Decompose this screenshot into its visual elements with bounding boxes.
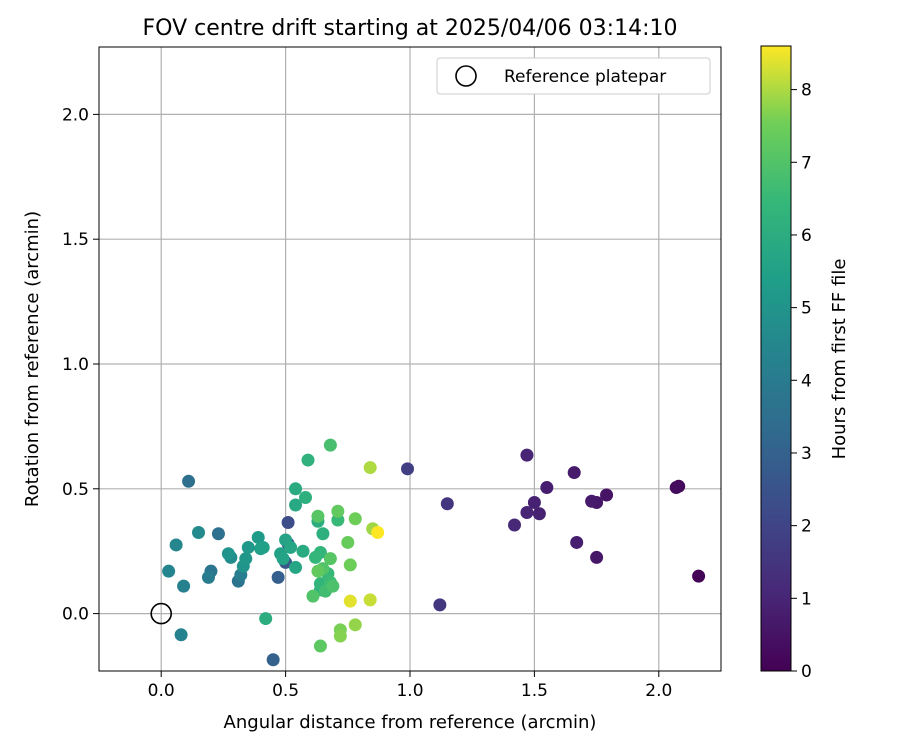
colorbar-tick-label: 8 [801, 81, 812, 101]
data-point [306, 589, 320, 603]
data-point [567, 466, 581, 480]
data-point [669, 481, 683, 495]
data-point [363, 593, 377, 607]
legend: Reference platepar [436, 57, 711, 95]
grid [99, 47, 721, 671]
x-tick-label: 2.0 [645, 681, 672, 701]
data-point [281, 515, 295, 529]
data-point [239, 552, 253, 566]
data-point [313, 639, 327, 653]
y-tick-label: 1.5 [62, 230, 89, 250]
data-point [440, 497, 454, 511]
data-point [532, 507, 546, 521]
data-point [371, 525, 385, 539]
data-point [316, 527, 330, 541]
x-tick-label: 1.0 [396, 681, 423, 701]
data-point [433, 598, 447, 612]
axis-ticks: 0.0 0.5 1.0 1.5 2.0 0.0 0.5 1.0 1.5 2.0 [62, 105, 672, 701]
data-point [308, 550, 322, 564]
data-point [333, 629, 347, 643]
x-tick-label: 0.5 [272, 681, 299, 701]
data-point [527, 496, 541, 510]
data-point [590, 550, 604, 564]
data-point [311, 564, 325, 578]
data-points [150, 438, 706, 667]
data-point [169, 538, 183, 552]
data-point [296, 544, 310, 558]
y-tick-label: 0.0 [62, 605, 89, 625]
x-tick-label: 1.5 [521, 681, 548, 701]
reference-point-marker [150, 602, 172, 625]
colorbar-tick-label: 0 [801, 662, 812, 682]
data-point [326, 579, 340, 593]
y-axis-label: Rotation from reference (arcmin) [22, 211, 43, 507]
data-point [192, 525, 206, 539]
data-point [271, 570, 285, 584]
y-tick-label: 0.5 [62, 480, 89, 500]
y-tick-label: 2.0 [62, 105, 89, 125]
legend-box [436, 57, 711, 95]
data-point [174, 628, 188, 642]
data-point [600, 488, 614, 502]
colorbar-tick-label: 5 [801, 299, 812, 319]
data-point [341, 535, 355, 549]
data-point [289, 482, 303, 496]
data-point [162, 564, 176, 578]
colorbar-label: Hours from first FF file [829, 259, 850, 460]
data-point [299, 491, 313, 505]
colorbar-tick-label: 1 [801, 589, 812, 609]
data-point [570, 535, 584, 549]
colorbar-tick-label: 6 [801, 226, 812, 246]
data-point [256, 540, 270, 554]
data-point [211, 527, 225, 541]
data-point [259, 612, 273, 626]
data-point [343, 594, 357, 608]
plot-frame [98, 46, 722, 672]
data-point [585, 494, 599, 508]
data-point [363, 461, 377, 475]
x-axis-label: Angular distance from reference (arcmin) [224, 712, 597, 733]
data-point [251, 530, 265, 544]
chart-title: FOV centre drift starting at 2025/04/06 … [143, 16, 678, 41]
data-point [692, 569, 706, 583]
data-point [276, 552, 290, 566]
data-point [201, 570, 215, 584]
colorbar-tick-label: 7 [801, 153, 812, 173]
legend-marker [455, 65, 477, 87]
colorbar-ticks: 0 1 2 3 4 5 6 7 8 [791, 81, 812, 682]
data-point [289, 560, 303, 574]
data-point [182, 474, 196, 488]
y-tick-label: 1.0 [62, 355, 89, 375]
data-point [540, 481, 554, 495]
colorbar-tick-label: 4 [801, 371, 812, 391]
x-tick-label: 0.0 [148, 681, 175, 701]
data-point [323, 552, 337, 566]
data-point [401, 462, 415, 476]
data-point [221, 547, 235, 561]
data-point [301, 453, 315, 467]
data-point [331, 504, 345, 518]
data-point [507, 518, 521, 532]
data-point [520, 448, 534, 462]
data-point [289, 498, 303, 512]
data-point [266, 653, 280, 667]
data-point [348, 512, 362, 526]
data-point [241, 540, 255, 554]
data-point [348, 618, 362, 632]
colorbar-gradient [760, 45, 792, 672]
data-point [343, 558, 357, 572]
colorbar-tick-label: 3 [801, 444, 812, 464]
colorbar-tick-label: 2 [801, 517, 812, 537]
data-point [177, 579, 191, 593]
data-point [284, 540, 298, 554]
data-point [323, 438, 337, 452]
legend-label: Reference platepar [504, 67, 666, 87]
data-point [311, 509, 325, 523]
colorbar: 0 1 2 3 4 5 6 7 8 Hours from first FF file [760, 45, 850, 682]
data-point [520, 506, 534, 520]
